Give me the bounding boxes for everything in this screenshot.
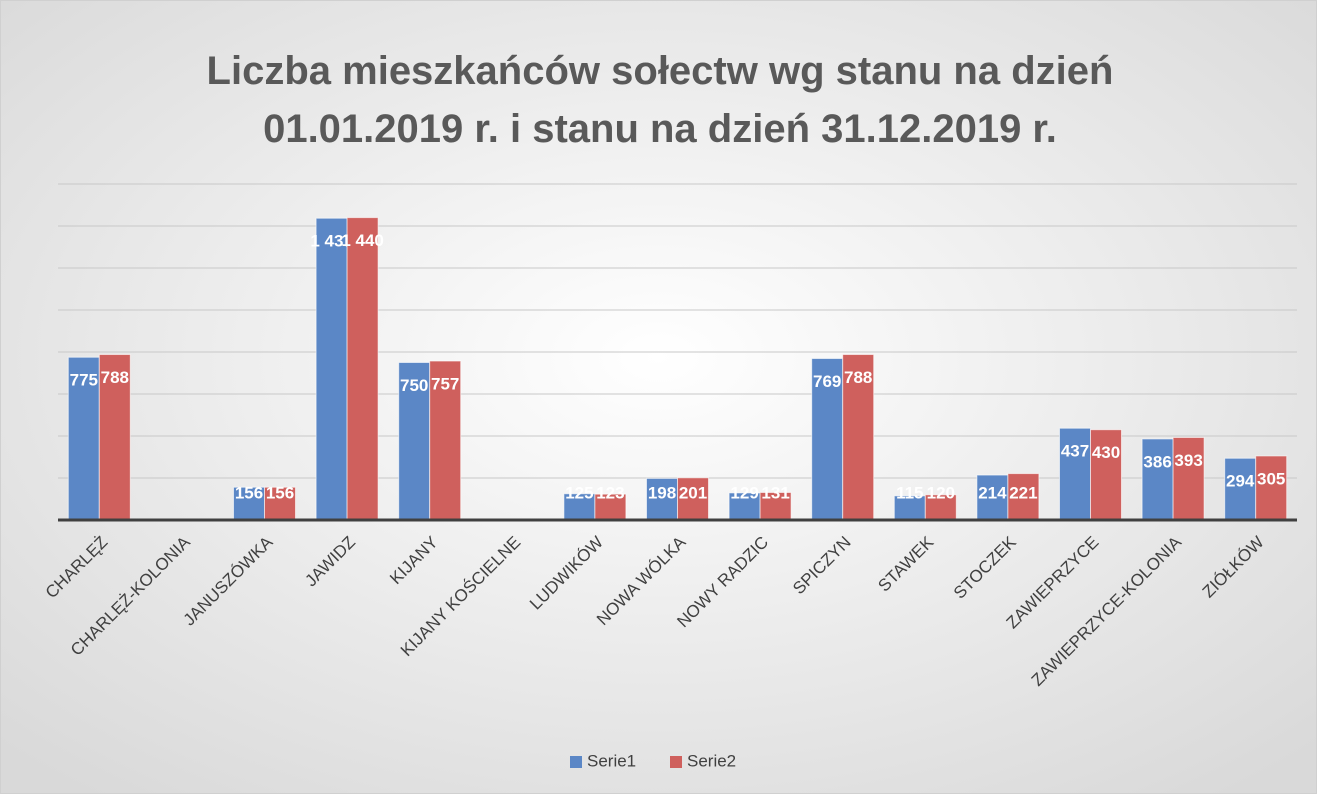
data-label: 1 440 xyxy=(341,231,384,250)
data-label: 156 xyxy=(266,483,294,502)
data-label: 1 437 xyxy=(310,232,353,251)
bar xyxy=(429,360,462,521)
bar xyxy=(594,493,627,521)
legend-swatch xyxy=(670,756,682,768)
legend-label: Serie1 xyxy=(587,751,636,770)
bar xyxy=(1255,455,1288,521)
data-label: 788 xyxy=(844,368,872,387)
data-label: 294 xyxy=(1226,472,1255,491)
data-label: 129 xyxy=(730,483,758,502)
bar xyxy=(98,354,131,521)
bar xyxy=(842,354,875,521)
chart-title: Liczba mieszkańców sołectw wg stanu na d… xyxy=(207,49,1114,151)
legend-label: Serie2 xyxy=(687,751,736,770)
bar xyxy=(563,493,596,521)
bar xyxy=(1172,436,1205,521)
data-label: 305 xyxy=(1257,469,1285,488)
data-label: 788 xyxy=(101,368,129,387)
data-label: 221 xyxy=(1009,483,1037,502)
bar xyxy=(233,486,265,521)
data-label: 198 xyxy=(648,483,676,502)
bar xyxy=(398,362,431,521)
data-label: 125 xyxy=(565,483,593,502)
data-label: 430 xyxy=(1092,443,1120,462)
bar xyxy=(759,491,792,521)
bar xyxy=(677,477,709,521)
data-label: 757 xyxy=(431,375,459,394)
data-label: 750 xyxy=(400,376,428,395)
data-label: 214 xyxy=(978,483,1007,502)
bar xyxy=(646,477,678,521)
data-label: 156 xyxy=(235,483,263,502)
data-label: 393 xyxy=(1174,451,1202,470)
data-label: 131 xyxy=(761,483,789,502)
data-label: 120 xyxy=(927,483,955,502)
data-label: 386 xyxy=(1143,452,1171,471)
data-label: 201 xyxy=(679,483,707,502)
bar xyxy=(1141,438,1174,521)
bar xyxy=(1224,457,1257,521)
data-label: 123 xyxy=(596,483,624,502)
data-label: 775 xyxy=(70,371,98,390)
legend-swatch xyxy=(570,756,582,768)
data-label: 115 xyxy=(896,483,923,502)
data-label: 769 xyxy=(813,372,841,391)
bar xyxy=(1007,473,1040,521)
data-label: 437 xyxy=(1061,442,1089,461)
bar xyxy=(315,217,348,521)
bar xyxy=(346,217,379,521)
